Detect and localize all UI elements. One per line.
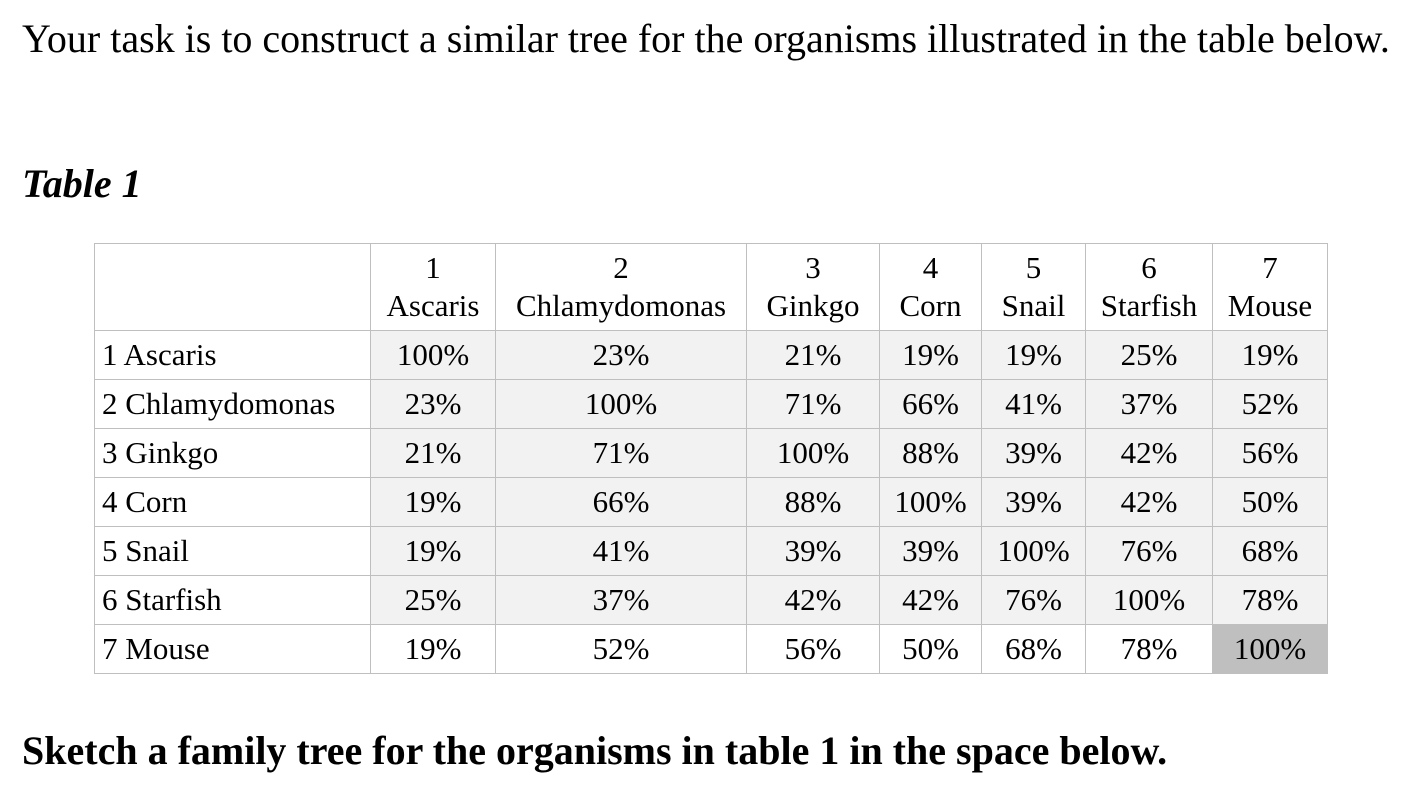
column-name: Starfish: [1100, 288, 1198, 323]
table-cell: 88%: [879, 428, 982, 478]
table-cell: 25%: [1085, 330, 1213, 380]
table-row: 3 Ginkgo 21% 71% 100% 88% 39% 42% 56%: [94, 428, 1328, 478]
column-header: 2 Chlamydomonas: [495, 243, 747, 331]
table-cell: 42%: [879, 575, 982, 625]
intro-paragraph: Your task is to construct a similar tree…: [22, 16, 1390, 61]
table-cell: 52%: [1212, 379, 1328, 429]
table-row: 6 Starfish 25% 37% 42% 42% 76% 100% 78%: [94, 575, 1328, 625]
table-row: 4 Corn 19% 66% 88% 100% 39% 42% 50%: [94, 477, 1328, 527]
row-label: 5 Snail: [94, 526, 371, 576]
table-caption: Table 1: [22, 161, 142, 206]
column-name: Chlamydomonas: [515, 288, 727, 323]
table-cell: 41%: [981, 379, 1086, 429]
row-label: 4 Corn: [94, 477, 371, 527]
table-cell: 23%: [370, 379, 496, 429]
table-cell: 52%: [495, 624, 747, 674]
table-cell: 19%: [879, 330, 982, 380]
table-cell: 50%: [1212, 477, 1328, 527]
table-cell: 100%: [879, 477, 982, 527]
table-cell: 23%: [495, 330, 747, 380]
table-cell: 68%: [981, 624, 1086, 674]
table-cell: 41%: [495, 526, 747, 576]
table-cell: 21%: [746, 330, 880, 380]
column-number: 4: [922, 250, 939, 285]
table-cell: 71%: [746, 379, 880, 429]
column-name: Corn: [899, 288, 962, 323]
table-cell: 66%: [879, 379, 982, 429]
table-cell: 19%: [370, 477, 496, 527]
table-cell: 78%: [1212, 575, 1328, 625]
table-cell: 19%: [370, 624, 496, 674]
column-header: 5 Snail: [981, 243, 1086, 331]
column-header: 7 Mouse: [1212, 243, 1328, 331]
table-cell: 39%: [981, 477, 1086, 527]
table-cell: 42%: [1085, 477, 1213, 527]
column-header: 1 Ascaris: [370, 243, 496, 331]
table-cell: 100%: [1212, 624, 1328, 674]
corner-cell: [94, 243, 371, 331]
table-cell: 19%: [981, 330, 1086, 380]
column-number: 6: [1141, 250, 1157, 285]
column-number: 3: [805, 250, 821, 285]
table-cell: 100%: [495, 379, 747, 429]
table-cell: 68%: [1212, 526, 1328, 576]
column-number: 1: [425, 250, 441, 285]
table-cell: 19%: [370, 526, 496, 576]
column-name: Ascaris: [386, 288, 480, 323]
table-row: 7 Mouse 19% 52% 56% 50% 68% 78% 100%: [94, 624, 1328, 674]
column-number: 5: [1025, 250, 1042, 285]
row-label: 2 Chlamydomonas: [94, 379, 371, 429]
column-name: Mouse: [1227, 288, 1313, 323]
row-label: 7 Mouse: [94, 624, 371, 674]
row-label: 1 Ascaris: [94, 330, 371, 380]
column-header: 4 Corn: [879, 243, 982, 331]
table-cell: 25%: [370, 575, 496, 625]
column-header: 3 Ginkgo: [746, 243, 880, 331]
column-number: 2: [613, 250, 629, 285]
column-name: Ginkgo: [766, 288, 860, 323]
table-cell: 19%: [1212, 330, 1328, 380]
table-cell: 37%: [1085, 379, 1213, 429]
table-cell: 42%: [746, 575, 880, 625]
table-cell: 39%: [746, 526, 880, 576]
table-cell: 50%: [879, 624, 982, 674]
table-row: 2 Chlamydomonas 23% 100% 71% 66% 41% 37%…: [94, 379, 1328, 429]
table-cell: 56%: [746, 624, 880, 674]
table-cell: 78%: [1085, 624, 1213, 674]
table-cell: 66%: [495, 477, 747, 527]
table-cell: 100%: [746, 428, 880, 478]
table-cell: 71%: [495, 428, 747, 478]
table-row: 1 Ascaris 100% 23% 21% 19% 19% 25% 19%: [94, 330, 1328, 380]
column-header: 6 Starfish: [1085, 243, 1213, 331]
table-cell: 42%: [1085, 428, 1213, 478]
table-cell: 88%: [746, 477, 880, 527]
table-cell: 56%: [1212, 428, 1328, 478]
instruction-prompt: Sketch a family tree for the organisms i…: [22, 728, 1168, 773]
table-cell: 37%: [495, 575, 747, 625]
table-cell: 39%: [879, 526, 982, 576]
table-row: 5 Snail 19% 41% 39% 39% 100% 76% 68%: [94, 526, 1328, 576]
table-cell: 100%: [370, 330, 496, 380]
row-label: 3 Ginkgo: [94, 428, 371, 478]
column-number: 7: [1262, 250, 1278, 285]
column-name: Snail: [1001, 288, 1066, 323]
row-label: 6 Starfish: [94, 575, 371, 625]
table-cell: 21%: [370, 428, 496, 478]
table-cell: 76%: [1085, 526, 1213, 576]
table-cell: 100%: [1085, 575, 1213, 625]
table-cell: 100%: [981, 526, 1086, 576]
table-cell: 39%: [981, 428, 1086, 478]
table-cell: 76%: [981, 575, 1086, 625]
